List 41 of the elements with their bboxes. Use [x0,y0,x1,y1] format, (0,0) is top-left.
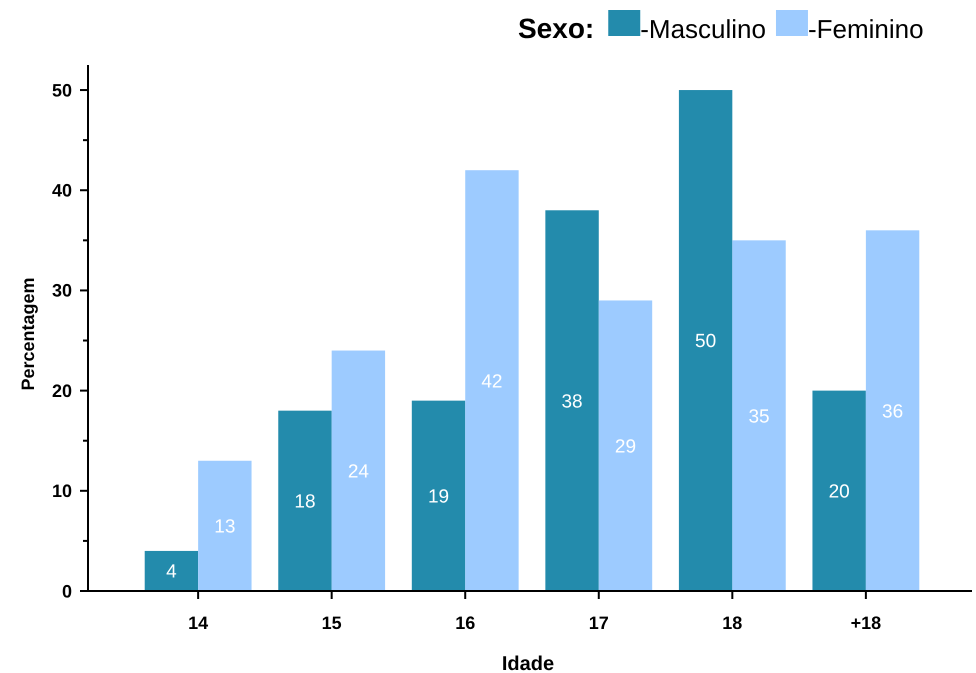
data-label: 20 [828,481,850,502]
data-label: 42 [481,371,503,392]
bar [812,390,866,591]
x-tick-label: +18 [850,613,882,633]
bar [598,300,652,591]
x-tick-label: 18 [722,613,742,633]
bar [465,170,519,591]
legend-label: -Masculino [640,14,766,44]
data-label: 38 [561,391,583,412]
data-label: 24 [348,461,370,482]
data-label: 29 [614,436,636,458]
bar [732,240,786,591]
bar [332,350,386,591]
data-label: 13 [214,516,236,538]
legend-label: -Feminino [808,14,924,44]
data-label: 36 [882,401,904,422]
y-tick-label: 30 [52,280,72,301]
y-tick-label: 40 [52,180,72,201]
legend-title: Sexo: [518,13,594,44]
data-label: 4 [166,562,178,583]
x-tick-label: 17 [588,613,609,633]
data-label: 19 [428,486,450,508]
x-tick-label: 14 [188,613,208,633]
y-tick-label: 10 [52,481,72,502]
bar [866,230,920,591]
data-label: 35 [748,406,770,428]
bar [678,90,732,591]
x-axis-title: Idade [502,653,554,673]
x-tick-label: 15 [322,613,342,633]
y-axis-title: Percentagem [18,277,38,391]
bar [412,400,466,591]
bar [144,550,198,591]
bar [545,210,599,591]
x-tick-label: 16 [455,613,476,633]
data-label: 18 [294,491,316,512]
y-tick-label: 0 [62,581,72,602]
data-label: 50 [695,331,716,352]
bar [278,410,332,591]
bar [198,460,252,591]
y-tick-label: 20 [52,380,72,401]
y-tick-label: 50 [52,80,72,100]
